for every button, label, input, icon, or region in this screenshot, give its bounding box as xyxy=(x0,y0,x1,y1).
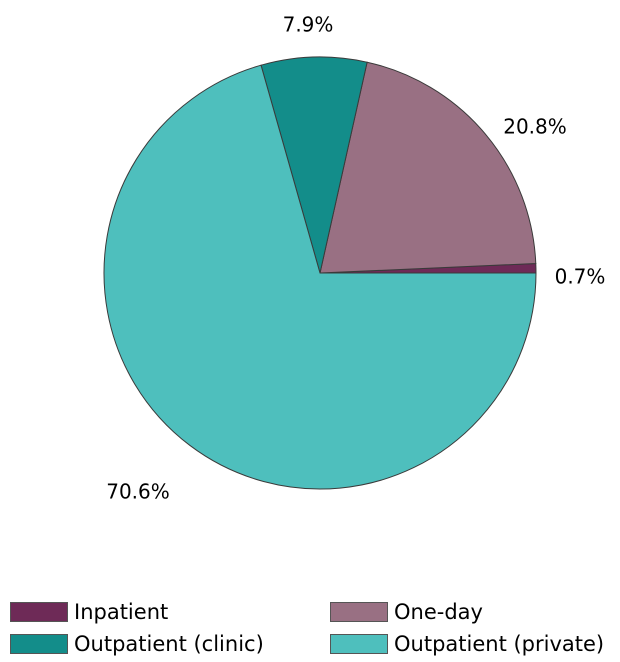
pie-slice-outpatient-private xyxy=(103,64,537,490)
legend-swatch-outpatient-clinic xyxy=(10,634,68,654)
legend-swatch-one-day xyxy=(330,602,388,622)
data-label-one-day: 20.8% xyxy=(503,115,567,139)
legend-label-outpatient-private: Outpatient (private) xyxy=(394,632,605,656)
legend-item-one-day: One-day xyxy=(330,598,483,626)
data-label-inpatient: 0.7% xyxy=(555,265,606,289)
legend-swatch-outpatient-private xyxy=(330,634,388,654)
data-label-outpatient-private: 70.6% xyxy=(106,480,170,504)
pie-slice-outpatient-clinic xyxy=(260,56,368,274)
legend-label-outpatient-clinic: Outpatient (clinic) xyxy=(74,632,264,656)
legend-label-inpatient: Inpatient xyxy=(74,600,169,624)
pie-slice-one-day xyxy=(319,61,537,274)
legend-swatch-inpatient xyxy=(10,602,68,622)
legend-item-outpatient-private: Outpatient (private) xyxy=(330,630,604,658)
pie-chart: 0.7% 20.8% 7.9% 70.6% xyxy=(103,13,606,504)
data-label-outpatient-clinic: 7.9% xyxy=(283,13,334,37)
legend-item-outpatient-clinic: Outpatient (clinic) xyxy=(10,630,264,658)
legend-item-inpatient: Inpatient xyxy=(10,598,168,626)
legend-label-one-day: One-day xyxy=(394,600,483,624)
